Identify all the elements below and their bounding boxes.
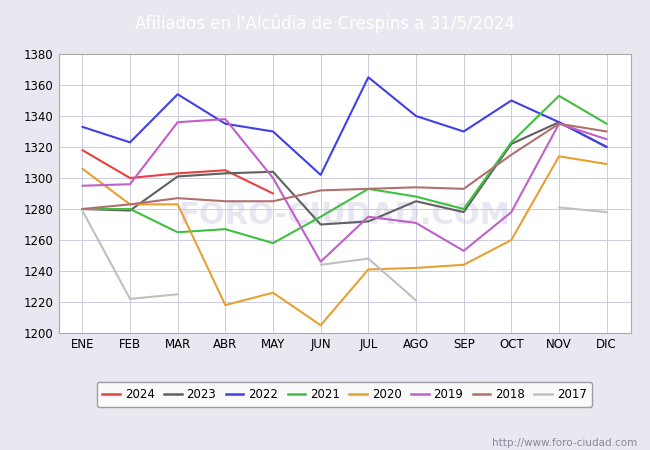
2020 bbox=[79, 166, 86, 171]
2017 bbox=[79, 208, 86, 213]
2020 bbox=[269, 290, 277, 295]
2022 bbox=[269, 129, 277, 134]
2018 bbox=[412, 184, 420, 190]
2022 bbox=[222, 121, 229, 126]
2022 bbox=[508, 98, 515, 103]
2018 bbox=[508, 152, 515, 158]
2019 bbox=[317, 259, 324, 265]
2020 bbox=[555, 153, 563, 159]
2020 bbox=[460, 262, 467, 267]
2021 bbox=[269, 240, 277, 246]
2019 bbox=[603, 136, 610, 142]
2018 bbox=[460, 186, 467, 192]
2023 bbox=[555, 120, 563, 125]
2021 bbox=[460, 206, 467, 211]
2023 bbox=[460, 209, 467, 215]
2021 bbox=[365, 186, 372, 192]
Text: Afiliados en l'Alcúdia de Crespins a 31/5/2024: Afiliados en l'Alcúdia de Crespins a 31/… bbox=[135, 14, 515, 33]
2024 bbox=[269, 191, 277, 196]
2018 bbox=[555, 121, 563, 126]
2022 bbox=[317, 172, 324, 178]
2017 bbox=[174, 292, 181, 297]
2019 bbox=[126, 181, 134, 187]
2022 bbox=[412, 113, 420, 119]
2019 bbox=[79, 183, 86, 189]
2019 bbox=[508, 209, 515, 215]
2024 bbox=[79, 148, 86, 153]
2023 bbox=[317, 222, 324, 227]
2021 bbox=[174, 230, 181, 235]
Line: 2024: 2024 bbox=[83, 150, 273, 194]
2020 bbox=[412, 265, 420, 270]
2019 bbox=[412, 220, 420, 225]
2018 bbox=[222, 198, 229, 204]
2020 bbox=[365, 267, 372, 272]
2023 bbox=[508, 141, 515, 147]
2022 bbox=[126, 140, 134, 145]
2021 bbox=[412, 194, 420, 199]
2021 bbox=[508, 140, 515, 145]
2024 bbox=[126, 176, 134, 181]
2023 bbox=[126, 208, 134, 213]
2020 bbox=[222, 302, 229, 308]
2018 bbox=[269, 198, 277, 204]
Legend: 2024, 2023, 2022, 2021, 2020, 2019, 2018, 2017: 2024, 2023, 2022, 2021, 2020, 2019, 2018… bbox=[96, 382, 593, 407]
Line: 2021: 2021 bbox=[83, 96, 606, 243]
2019 bbox=[555, 121, 563, 126]
2019 bbox=[269, 176, 277, 181]
2020 bbox=[508, 237, 515, 243]
2020 bbox=[317, 323, 324, 328]
2020 bbox=[174, 202, 181, 207]
2022 bbox=[603, 144, 610, 150]
2019 bbox=[365, 214, 372, 220]
2021 bbox=[222, 226, 229, 232]
2019 bbox=[222, 117, 229, 122]
2023 bbox=[269, 169, 277, 175]
Text: http://www.foro-ciudad.com: http://www.foro-ciudad.com bbox=[492, 438, 637, 448]
2023 bbox=[174, 174, 181, 179]
2022 bbox=[79, 124, 86, 130]
2022 bbox=[555, 120, 563, 125]
2018 bbox=[365, 186, 372, 192]
Line: 2022: 2022 bbox=[83, 77, 606, 175]
2022 bbox=[460, 129, 467, 134]
2023 bbox=[603, 144, 610, 150]
Line: 2020: 2020 bbox=[83, 156, 606, 325]
Line: 2017: 2017 bbox=[83, 211, 177, 299]
Text: FORO-CIUDAD.COM: FORO-CIUDAD.COM bbox=[179, 201, 510, 230]
2023 bbox=[222, 171, 229, 176]
2023 bbox=[79, 206, 86, 211]
2023 bbox=[412, 198, 420, 204]
2024 bbox=[222, 167, 229, 173]
2018 bbox=[174, 195, 181, 201]
Line: 2023: 2023 bbox=[83, 122, 606, 225]
Line: 2019: 2019 bbox=[83, 119, 606, 262]
2024 bbox=[174, 171, 181, 176]
2021 bbox=[126, 206, 134, 211]
2021 bbox=[603, 121, 610, 126]
2021 bbox=[79, 206, 86, 211]
2020 bbox=[603, 162, 610, 167]
2019 bbox=[460, 248, 467, 253]
2022 bbox=[174, 92, 181, 97]
2021 bbox=[317, 214, 324, 220]
2018 bbox=[317, 188, 324, 193]
2021 bbox=[555, 93, 563, 99]
2018 bbox=[126, 202, 134, 207]
Line: 2018: 2018 bbox=[83, 124, 606, 209]
2020 bbox=[126, 202, 134, 207]
2017 bbox=[126, 296, 134, 302]
2018 bbox=[603, 129, 610, 134]
2023 bbox=[365, 219, 372, 224]
2018 bbox=[79, 206, 86, 211]
2022 bbox=[365, 75, 372, 80]
2019 bbox=[174, 120, 181, 125]
